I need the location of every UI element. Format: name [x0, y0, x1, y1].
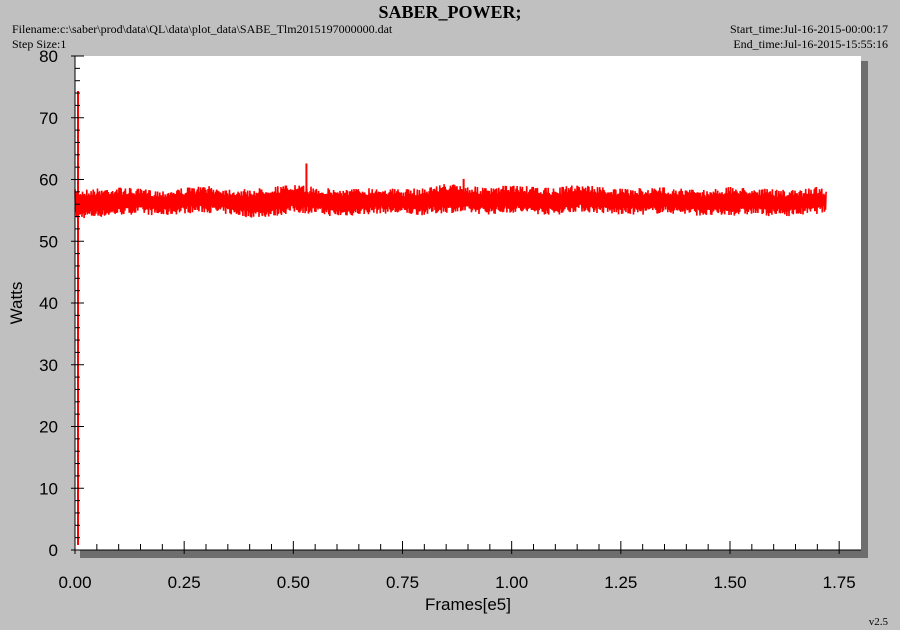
y-tick-label: 50: [39, 232, 58, 251]
y-tick-label: 20: [39, 418, 58, 437]
y-tick-label: 80: [39, 47, 58, 66]
x-tick-label: 0.75: [386, 573, 419, 592]
x-tick-label: 1.25: [604, 573, 637, 592]
x-tick-label: 0.00: [58, 573, 91, 592]
filename-label: Filename:c:\saber\prod\data\QL\data\plot…: [12, 22, 393, 36]
y-tick-label: 30: [39, 356, 58, 375]
plot-area: [75, 56, 861, 550]
axes: 0 10 20 30 40 50 60 70 80 0.00 0.25 0.50 0.75 1.00 1.2…: [39, 47, 861, 592]
x-tick-label: 1.00: [495, 573, 528, 592]
y-tick-label: 60: [39, 171, 58, 190]
y-tick-label: 70: [39, 109, 58, 128]
y-tick-label: 40: [39, 294, 58, 313]
x-tick-label: 1.75: [823, 573, 856, 592]
y-tick-label: 0: [49, 541, 58, 560]
step-size-label: Step Size:1: [12, 37, 67, 51]
start-time-label: Start_time:Jul-16-2015-00:00:17: [730, 22, 888, 36]
x-tick-label: 0.50: [277, 573, 310, 592]
chart-title: SABER_POWER;: [378, 2, 522, 22]
x-tick-label: 1.50: [713, 573, 746, 592]
end-time-label: End_time:Jul-16-2015-15:55:16: [733, 37, 888, 51]
series-line: [74, 184, 827, 219]
y-tick-label: 10: [39, 479, 58, 498]
y-axis-label: Watts: [7, 282, 26, 325]
version-label: v2.5: [868, 616, 888, 628]
x-tick-label: 0.25: [168, 573, 201, 592]
x-axis-label: Frames[e5]: [425, 595, 511, 614]
